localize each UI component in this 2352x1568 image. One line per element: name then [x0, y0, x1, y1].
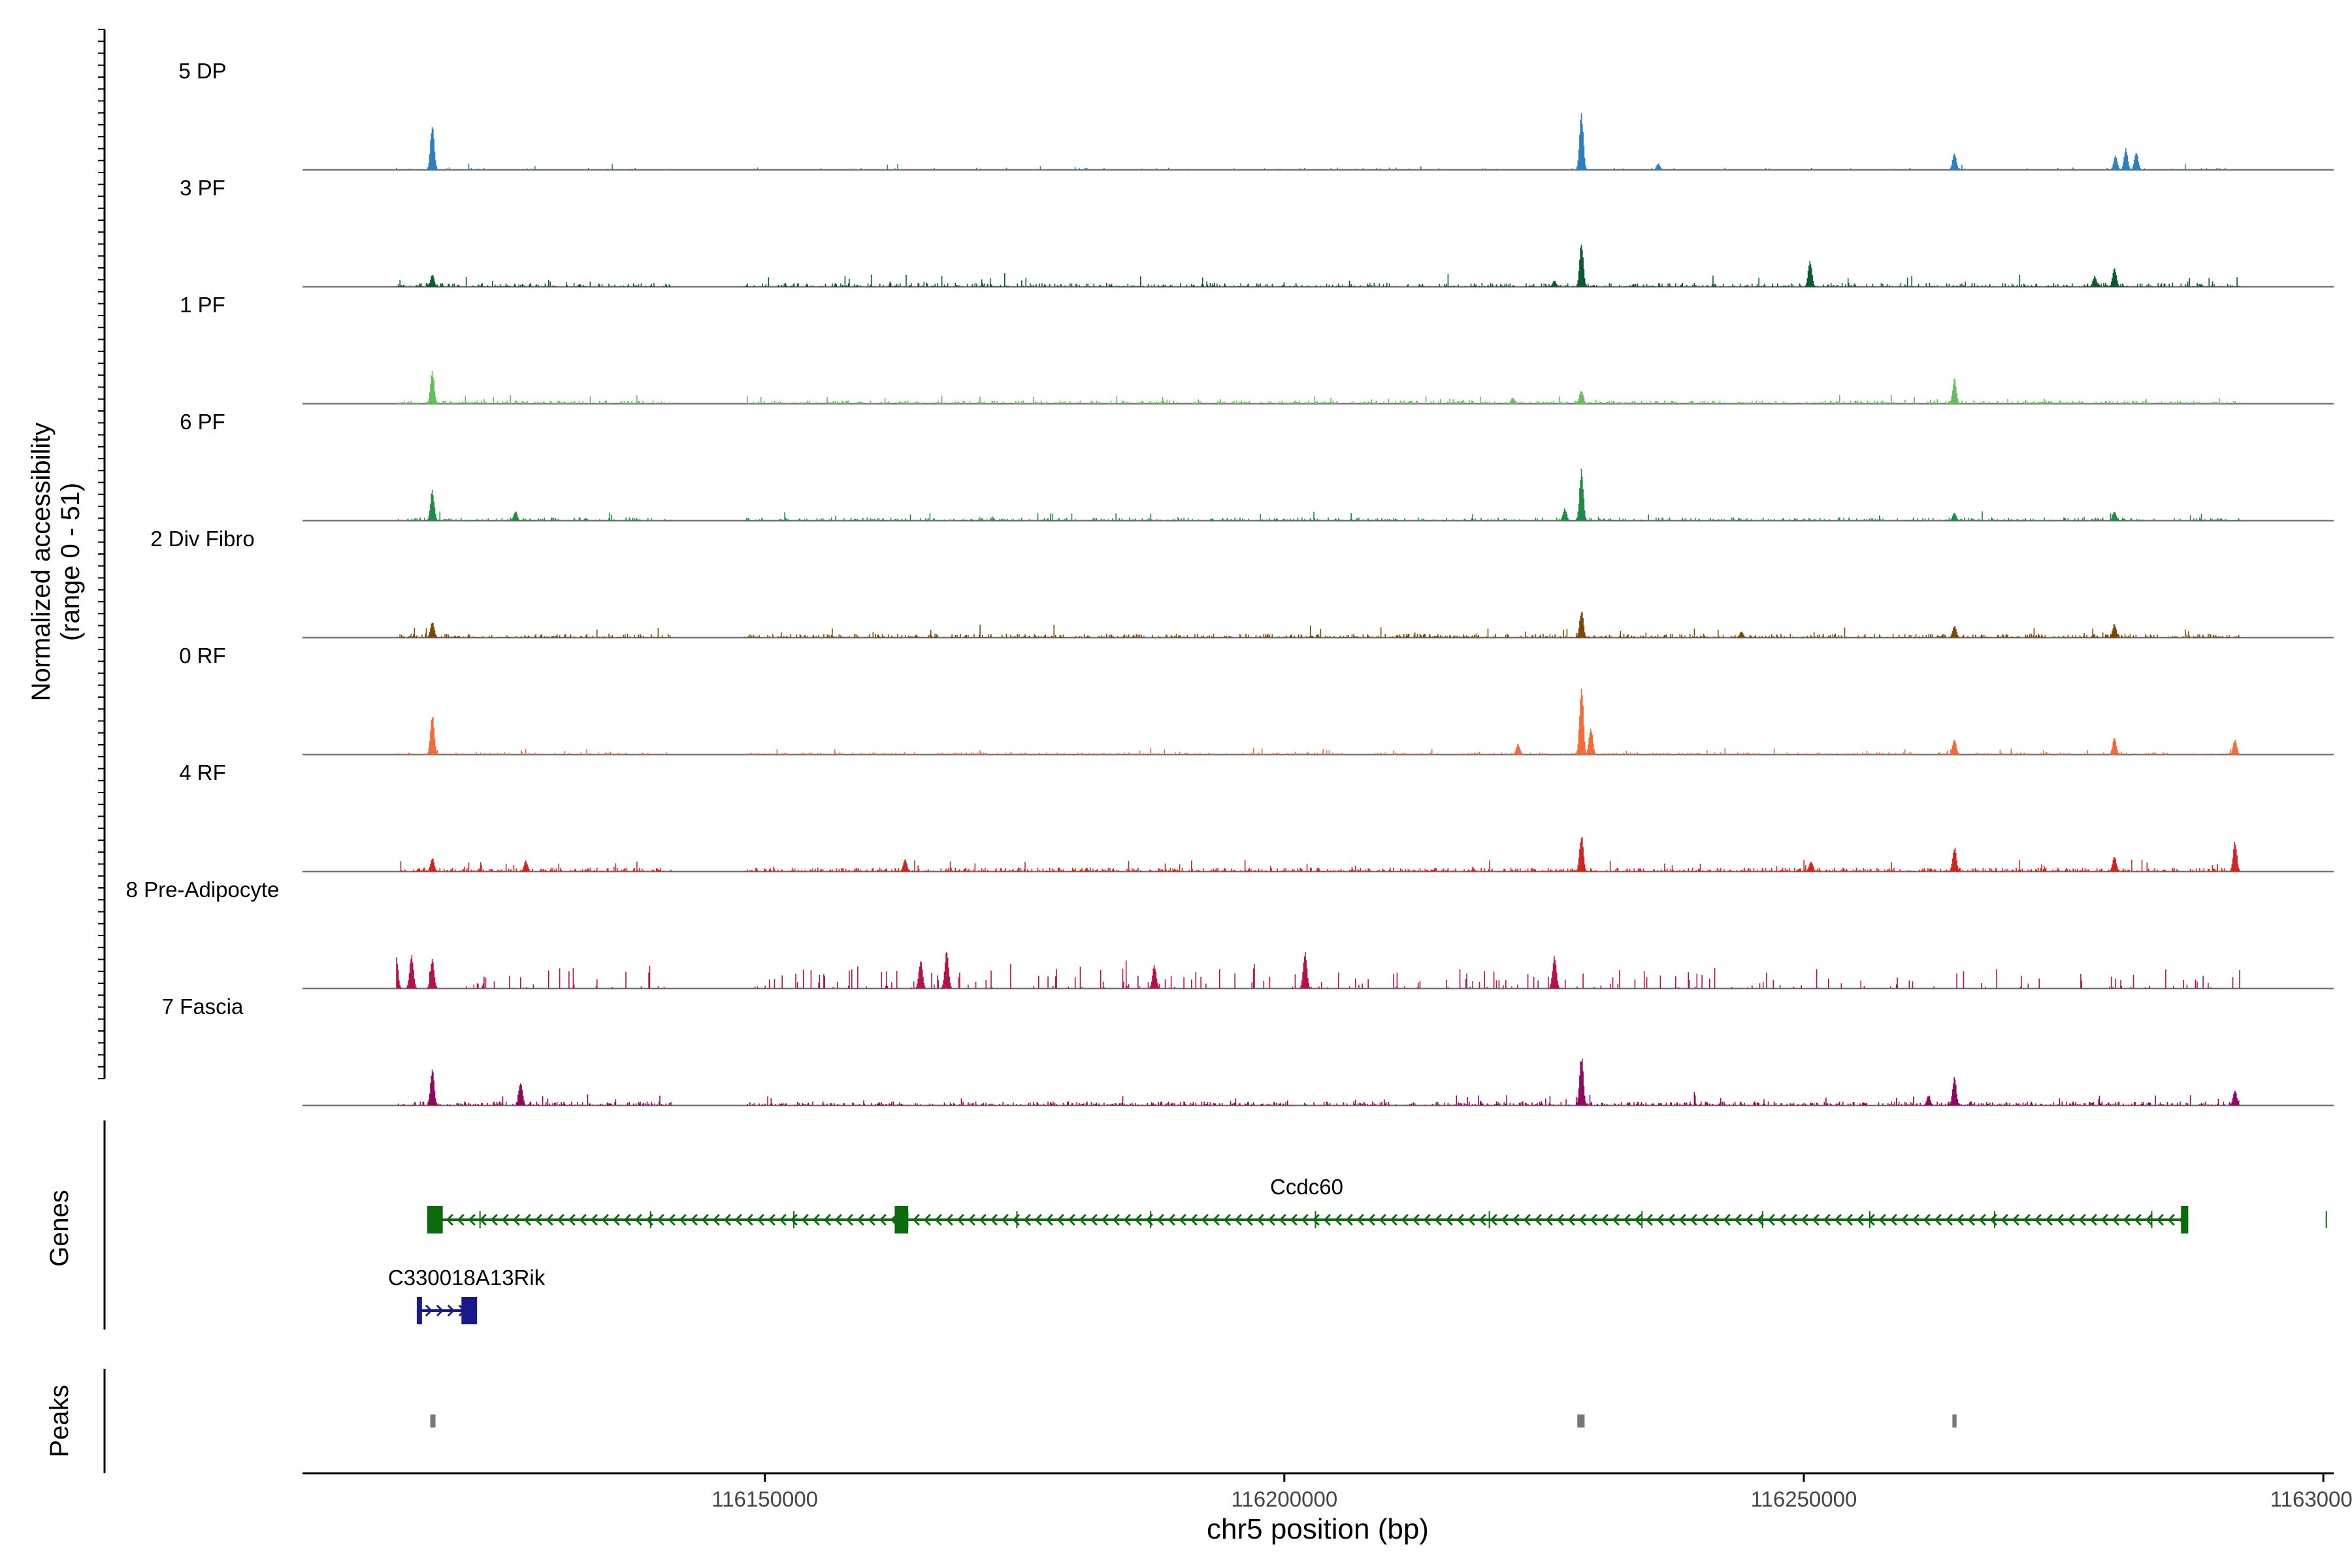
peak-region	[430, 1414, 436, 1428]
track-3-pf: 3 PF	[180, 176, 2334, 288]
exon-block	[461, 1297, 478, 1324]
track-label: 6 PF	[180, 410, 225, 434]
exon-block	[416, 1297, 422, 1324]
coverage-signal	[397, 371, 2240, 404]
coverage-signal	[397, 688, 2240, 755]
peak-region	[1952, 1414, 1957, 1428]
y-axis-label: Normalized accessibility	[27, 423, 56, 702]
gene-c330018a13rik: C330018A13Rik	[388, 1266, 546, 1324]
peaks-panel	[430, 1414, 1957, 1428]
peaks-panel-label: Peaks	[45, 1384, 74, 1457]
coverage-signal	[396, 113, 2226, 170]
coverage-signal	[397, 612, 2240, 638]
coverage-signal	[396, 952, 2240, 988]
track-label: 1 PF	[180, 293, 225, 317]
track-2-div-fibro: 2 Div Fibro	[150, 527, 2334, 639]
coverage-signal	[400, 837, 2240, 872]
track-label: 5 DP	[178, 59, 226, 83]
coverage-signal	[397, 468, 2240, 521]
x-tick-label: 116300000	[2270, 1487, 2352, 1511]
track-label: 2 Div Fibro	[150, 527, 255, 551]
gene-label: C330018A13Rik	[388, 1266, 546, 1290]
track-4-rf: 4 RF	[179, 760, 2334, 873]
track-1-pf: 1 PF	[180, 293, 2334, 405]
exon-block	[427, 1206, 443, 1233]
x-tick-label: 116250000	[1751, 1487, 1857, 1511]
coverage-tracks: 5 DP 3 PF 1 PF 6 PF 2 Div Fibro 0 RF 4 RF 8 Pre…	[126, 59, 2334, 1107]
exon-block	[894, 1206, 909, 1233]
track-6-pf: 6 PF	[180, 410, 2334, 522]
x-axis-label: chr5 position (bp)	[1207, 1513, 1429, 1545]
peak-region	[1577, 1414, 1585, 1428]
track-label: 3 PF	[180, 176, 225, 200]
exon-block	[2181, 1206, 2189, 1233]
y-axis-range-label: (range 0 - 51)	[56, 483, 85, 641]
track-7-fascia: 7 Fascia	[162, 994, 2334, 1107]
track-label: 4 RF	[179, 760, 226, 785]
x-tick-label: 116150000	[711, 1487, 818, 1511]
track-0-rf: 0 RF	[179, 644, 2334, 756]
gene-panel: Ccdc60 C330018A13Rik	[388, 1175, 2327, 1324]
gene-ccdc60: Ccdc60	[427, 1175, 2327, 1233]
coverage-signal	[397, 1058, 2240, 1105]
track-8-pre-adipocyte: 8 Pre-Adipocyte	[126, 877, 2334, 990]
genes-panel-label: Genes	[45, 1190, 74, 1267]
gene-label: Ccdc60	[1270, 1175, 1343, 1199]
track-label: 0 RF	[179, 644, 226, 668]
strand-arrows	[425, 1304, 478, 1317]
x-axis: 116150000 116200000 116250000 116300000	[302, 1472, 2352, 1511]
track-label: 7 Fascia	[162, 994, 244, 1019]
track-5-dp: 5 DP	[178, 59, 2334, 171]
track-label: 8 Pre-Adipocyte	[126, 877, 280, 902]
left-axes	[98, 29, 106, 1473]
coverage-signal	[396, 244, 2240, 287]
x-tick-label: 116200000	[1231, 1487, 1337, 1511]
